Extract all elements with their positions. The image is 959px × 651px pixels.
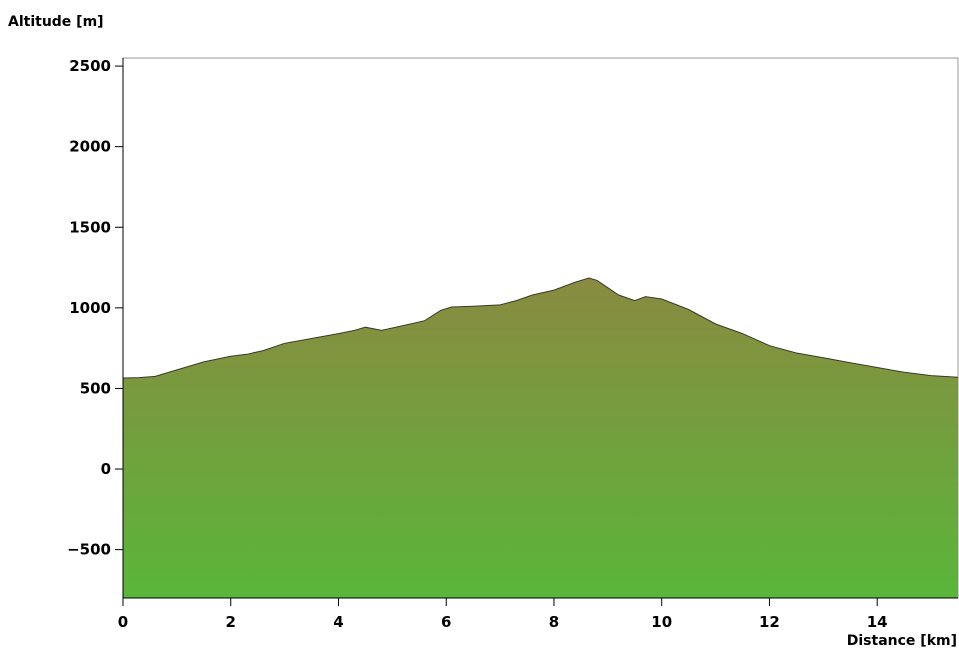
x-tick-label: 6 [441, 613, 451, 631]
y-tick-label: 2000 [69, 138, 111, 156]
x-tick-label: 0 [118, 613, 128, 631]
altitude-line [122, 277, 959, 379]
y-tick-label: 1000 [69, 299, 111, 317]
y-tick-label: 500 [80, 379, 111, 397]
x-tick-label: 8 [549, 613, 559, 631]
x-tick-label: 2 [226, 613, 236, 631]
x-tick-label: 10 [651, 613, 672, 631]
x-axis-title: Distance [km] [846, 633, 957, 649]
x-tick-label: 14 [867, 613, 888, 631]
altitude-area [123, 278, 958, 598]
x-tick-label: 4 [333, 613, 343, 631]
x-tick-label: 12 [759, 613, 780, 631]
y-tick-label: 0 [101, 460, 111, 478]
y-tick-label: 2500 [69, 57, 111, 75]
y-tick-label: −500 [67, 541, 111, 559]
y-axis-title: Altitude [m] [8, 14, 104, 30]
y-tick-label: 1500 [69, 218, 111, 236]
